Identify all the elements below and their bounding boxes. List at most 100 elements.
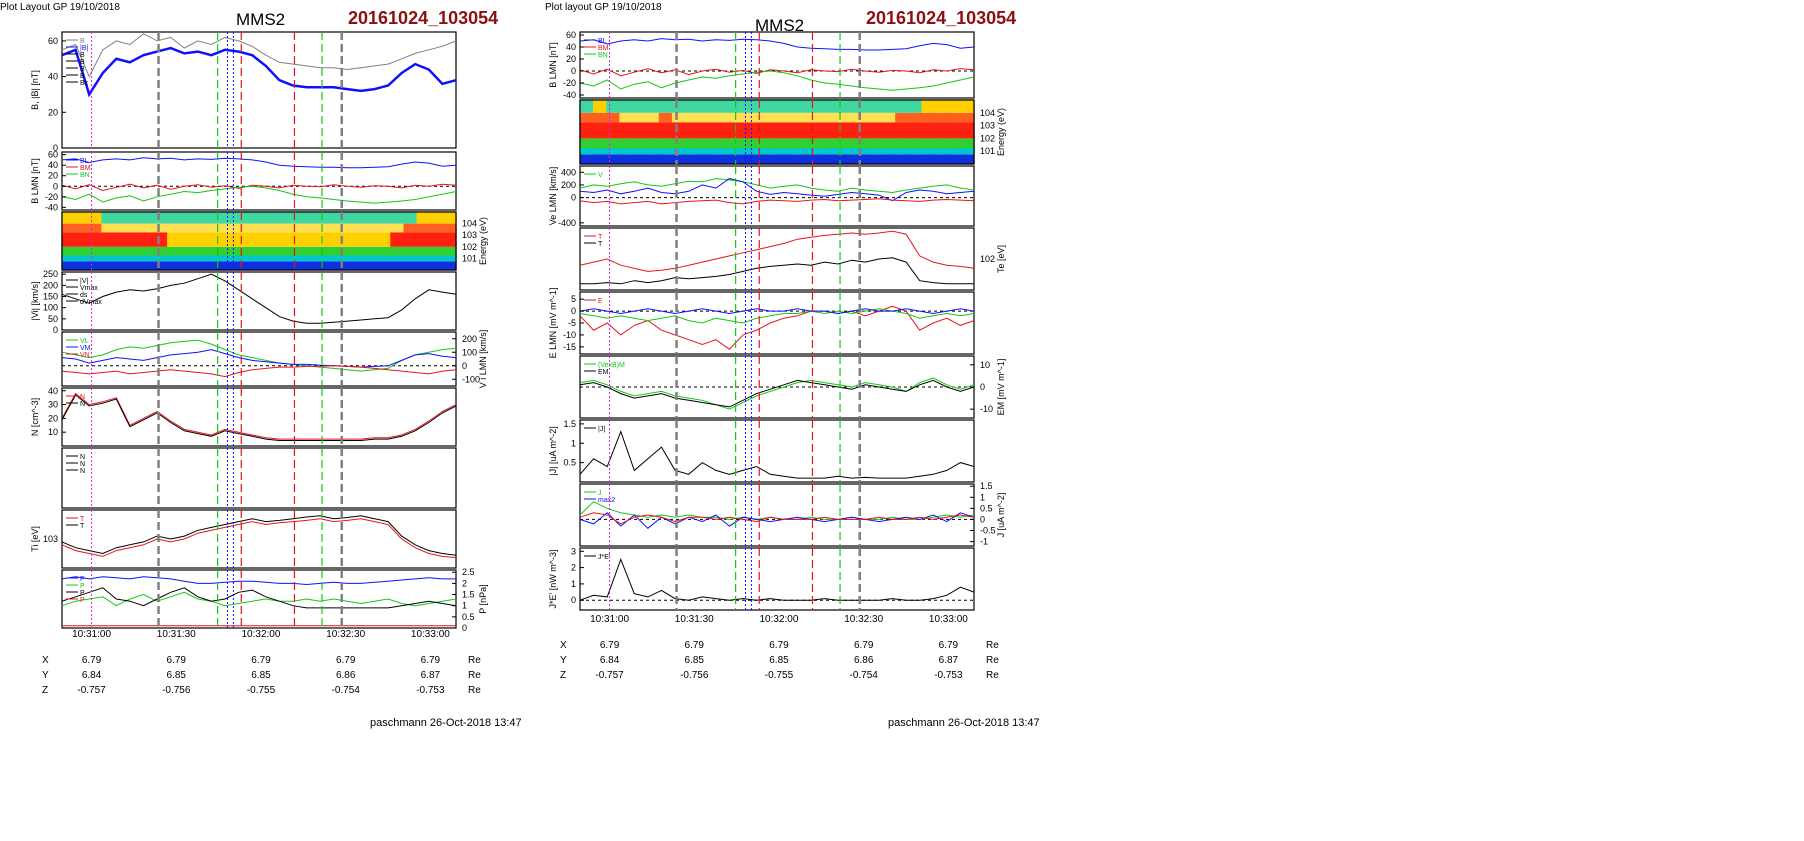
right-time-tick-label: 10:31:30: [675, 614, 714, 625]
left-panel-2-heat-cell: [232, 261, 247, 270]
left-panel-2-heat-cell: [62, 246, 76, 256]
right-panel-1-heat-cell: [816, 148, 831, 155]
left-panel-2-heat-cell: [167, 223, 181, 233]
left-ephemeris-value: 6.85: [251, 670, 271, 681]
right-panel-1-heat-cell: [816, 154, 831, 164]
right-panel-1-heat-cell: [606, 154, 620, 164]
right-panel-1-heat-cell: [619, 100, 634, 113]
right-panel-8-legend-label: J*E': [598, 554, 610, 561]
left-panel-2-heat-cell: [114, 212, 129, 224]
right-panel-1-heat-cell: [580, 148, 594, 155]
right-panel-1-heat-cell: [947, 138, 962, 148]
left-panel-2-heat-cell: [180, 223, 194, 233]
left-panel-2-heat-cell: [350, 232, 365, 247]
right-panel-1-heat-cell: [685, 112, 699, 123]
left-panel-3-tick-label: 250: [43, 269, 58, 279]
right-panel-1-heat-cell: [777, 100, 791, 113]
left-panel-7-series-0: [61, 518, 457, 559]
right-panel-1-heat-cell: [763, 112, 778, 123]
right-panel-1-heat-cell: [737, 112, 752, 123]
left-panel-2-heat-cell: [101, 261, 116, 270]
left-panel-7-legend-label: T: [80, 523, 85, 530]
right-ephemeris-unit: Re: [986, 670, 999, 681]
left-panel-2-heat-cell: [442, 223, 457, 233]
left-panel-2-heat-cell: [180, 232, 194, 247]
left-panel-5-series-1: [61, 394, 457, 441]
left-panel-2-heat-cell: [442, 232, 457, 247]
right-panel-1-heat-cell: [632, 138, 647, 148]
left-panel-2-heat-cell: [442, 246, 457, 256]
right-ephemeris-value: -0.753: [934, 670, 963, 681]
right-panel-1-heat-cell: [947, 154, 962, 164]
right-panel-1-heat-cell: [960, 100, 975, 113]
right-panel-5-series-1: [579, 379, 975, 408]
right-panel-1-heat-cell: [685, 100, 699, 113]
right-panel-1-heat-cell: [645, 100, 660, 113]
right-ephemeris-value: 6.84: [599, 655, 620, 666]
right-panel-1-heat-cell: [711, 148, 725, 155]
left-panel-2-heat-cell: [259, 232, 273, 247]
right-ephemeris-value: -0.757: [595, 670, 624, 681]
right-panel-1-heat-cell: [645, 154, 660, 164]
left-panel-2-heat-cell: [245, 212, 260, 224]
right-ephemeris-unit: Re: [986, 655, 999, 666]
left-panel-2-heat-cell: [206, 223, 221, 233]
left-event-id: 20161024_103054: [348, 8, 499, 28]
right-panel-1-heat-cell: [698, 100, 712, 113]
left-panel-2-heat-cell: [206, 255, 221, 262]
left-panel-2-heat-cell: [140, 246, 155, 256]
left-panel-2-heat-cell: [75, 223, 89, 233]
right-panel-1-heat-cell: [619, 138, 634, 148]
right-panel-1-heat-cell: [685, 138, 699, 148]
right-panel-1-heat-cell: [921, 154, 936, 164]
right-time-tick-label: 10:31:00: [590, 614, 629, 625]
left-panel-2-heat-cell: [101, 255, 116, 262]
left-panel-4-series-0: [61, 339, 457, 372]
right-panel-1-heat-cell: [895, 100, 909, 113]
right-panel-6-tick-label: 1.5: [563, 419, 576, 429]
left-panel-0-legend-label: B: [80, 52, 85, 59]
right-panel-1-heat-cell: [921, 112, 936, 123]
left-panel-2-heat-cell: [429, 246, 444, 256]
right-panel-2-legend-label: V: [598, 172, 603, 179]
left-panel-2-heat-cell: [324, 261, 339, 270]
right-panel-1-heat-cell: [580, 154, 594, 164]
left-panel-2-heat-cell: [219, 246, 234, 256]
left-panel-5-legend-label: N: [80, 401, 85, 408]
right-panel-1-heat-cell: [632, 122, 647, 139]
right-panel-7-series-1: [579, 512, 975, 529]
left-panel-2-heat-cell: [114, 232, 129, 247]
left-panel-0-series-0: [61, 33, 457, 78]
right-panel-1-heat-cell: [790, 138, 804, 148]
right-panel-1-heat-cell: [685, 122, 699, 139]
right-panel-1-heat-cell: [750, 138, 765, 148]
right-panel-8-ylabel: J*E' [nW m^-3]: [548, 550, 558, 609]
right-panel-0-ylabel: B LMN [nT]: [548, 42, 558, 88]
right-panel-6-ylabel: |J| [uA m^-2]: [548, 426, 558, 475]
left-panel-3-tick-label: 200: [43, 280, 58, 290]
left-panel-2-heat-cell: [219, 212, 234, 224]
left-panel-0-tick-label: 60: [48, 36, 58, 46]
left-panel-2-heat-cell: [390, 246, 404, 256]
right-panel-1-heat-cell: [645, 138, 660, 148]
left-panel-0-frame: [61, 31, 457, 149]
right-panel-7-tick-label: 1: [980, 492, 985, 502]
left-footer: paschmann 26-Oct-2018 13:47: [370, 717, 522, 729]
left-panel-2-heat-cell: [298, 255, 313, 262]
right-panel-1-heat-cell: [842, 154, 857, 164]
right-panel-1-heat-cell: [855, 112, 870, 123]
right-panel-4-tick-label: -15: [563, 342, 576, 352]
left-panel-2-heat-cell: [140, 223, 155, 233]
right-panel-1-heat-cell: [868, 122, 883, 139]
right-panel-1-heat-cell: [790, 100, 804, 113]
left-panel-2-heat-cell: [245, 261, 260, 270]
right-panel-1-heat-cell: [750, 112, 765, 123]
right-panel-7-tick-label: 1.5: [980, 481, 993, 491]
left-time-tick-label: 10:31:00: [72, 629, 111, 640]
left-panel-4-tick-label: 200: [462, 334, 477, 344]
left-panel-7-frame: [61, 509, 457, 569]
left-ephemeris-value: -0.753: [416, 685, 445, 696]
left-panel-2-heat-cell: [298, 232, 313, 247]
left-panel-2-heat-cell: [259, 223, 273, 233]
right-panel-1-heat-cell: [908, 154, 922, 164]
